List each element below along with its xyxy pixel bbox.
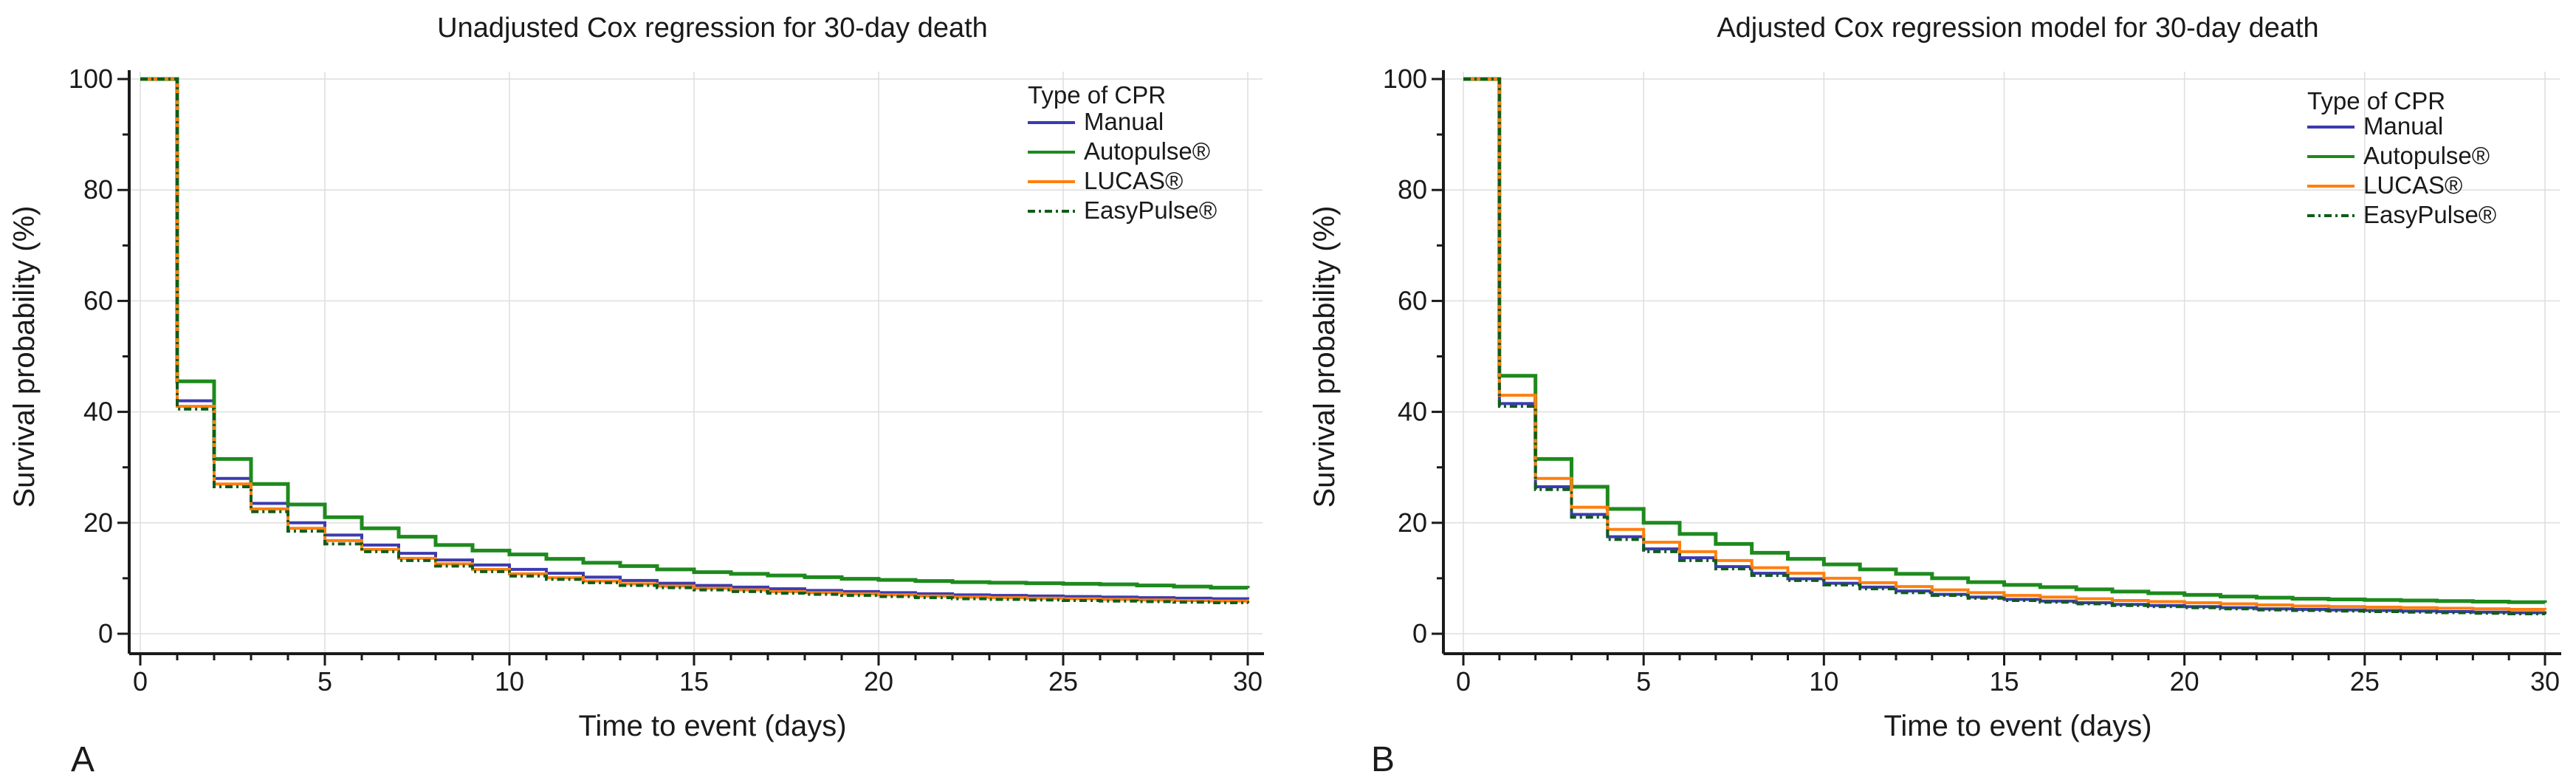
y-tick-label: 20 [1398,507,1427,538]
panel-letter: B [1371,740,1395,779]
x-tick-label: 5 [1636,666,1651,697]
legend-label: Manual [1084,108,1164,135]
y-tick-label: 80 [1398,174,1427,205]
y-tick-label: 100 [69,64,113,94]
y-axis-label: Survival probability (%) [8,205,41,507]
x-tick-label: 30 [1233,666,1263,697]
axes [1432,70,2561,666]
x-tick-label: 5 [317,666,332,697]
x-tick-label: 10 [495,666,524,697]
y-tick-labels: 0 20 40 60 80 100 [69,64,113,649]
grid [1443,72,2560,654]
x-tick-label: 0 [133,666,148,697]
x-tick-labels: 0 5 10 15 20 25 30 [1456,666,2560,697]
legend-label: EasyPulse® [1084,196,1217,224]
axes [117,70,1264,666]
x-axis-label: Time to event (days) [578,710,846,742]
x-tick-labels: 0 5 10 15 20 25 30 [133,666,1263,697]
legend-item: LUCAS® [1028,167,1183,194]
x-tick-label: 15 [679,666,709,697]
legend-label: Manual [2363,112,2443,140]
series-line-easypulse [140,78,1249,604]
x-tick-label: 25 [1048,666,1078,697]
x-tick-label: 30 [2530,666,2560,697]
legend-label: Autopulse® [2363,142,2490,169]
y-tick-labels: 0 20 40 60 80 100 [1383,64,1427,649]
chart-title: Adjusted Cox regression model for 30-day… [1717,13,2318,44]
series-line-lucas [1463,78,2546,611]
y-tick-label: 40 [83,397,113,427]
chart-title: Unadjusted Cox regression for 30-day dea… [437,13,988,44]
legend: Type of CPR ManualAutopulse®LUCAS®EasyPu… [1028,81,1217,224]
panel-b: Adjusted Cox regression model for 30-day… [1308,13,2561,779]
series-lines [1463,77,2547,615]
x-axis-label: Time to event (days) [1883,710,2151,742]
x-tick-label: 20 [2170,666,2199,697]
series-line-autopulse [140,77,1250,590]
legend-item: Manual [1028,108,1164,135]
y-tick-label: 0 [98,618,113,649]
legend-item: Autopulse® [2307,142,2490,169]
legend-item: Manual [2307,112,2443,140]
panel-letter: A [71,740,95,779]
y-tick-label: 60 [83,285,113,315]
legend-label: EasyPulse® [2363,201,2496,228]
legend-title: Type of CPR [1028,81,1166,109]
legend-title: Type of CPR [2307,87,2445,114]
x-tick-label: 0 [1456,666,1471,697]
grid [129,72,1263,654]
legend-item: EasyPulse® [2307,201,2496,228]
legend-item: LUCAS® [2307,171,2462,199]
y-axis-label: Survival probability (%) [1308,205,1341,507]
series-lines [140,77,1250,604]
x-tick-label: 10 [1809,666,1838,697]
panel-a: Unadjusted Cox regression for 30-day dea… [8,13,1264,779]
x-tick-label: 20 [864,666,893,697]
y-tick-label: 60 [1398,285,1427,315]
series-line-autopulse [1463,77,2547,604]
legend-label: LUCAS® [1084,167,1183,194]
legend: Type of CPR ManualAutopulse®LUCAS®EasyPu… [2307,87,2496,228]
legend-label: Autopulse® [1084,137,1210,165]
x-tick-label: 25 [2350,666,2380,697]
y-tick-label: 0 [1412,618,1427,649]
y-tick-label: 100 [1383,64,1427,94]
legend-item: Autopulse® [1028,137,1210,165]
legend-label: LUCAS® [2363,171,2462,199]
legend-item: EasyPulse® [1028,196,1217,224]
y-tick-label: 80 [83,174,113,205]
x-tick-label: 15 [1989,666,2019,697]
y-tick-label: 40 [1398,397,1427,427]
series-line-easypulse [1463,78,2546,615]
y-tick-label: 20 [83,507,113,538]
